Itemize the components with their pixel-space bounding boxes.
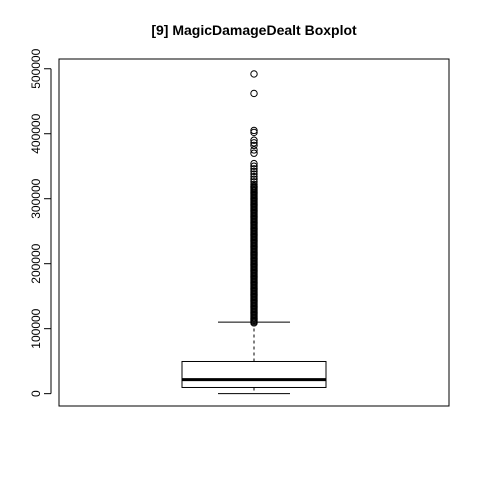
outlier-points <box>250 70 258 327</box>
outlier-point <box>250 70 258 78</box>
outlier-point <box>250 178 258 186</box>
outlier-point <box>250 165 258 173</box>
y-tick-label: 400000 <box>29 113 43 153</box>
y-tick-label: 200000 <box>29 243 43 283</box>
y-tick-label: 500000 <box>29 48 43 88</box>
outlier-point <box>250 149 258 157</box>
outlier-point <box>250 159 258 168</box>
interquartile-box <box>181 360 327 388</box>
outlier-point <box>250 136 258 144</box>
outlier-point <box>250 175 258 183</box>
outlier-point <box>250 170 258 178</box>
outlier-point <box>250 141 258 150</box>
box-group <box>181 321 327 395</box>
y-tick-label: 100000 <box>29 308 43 348</box>
outlier-point <box>250 167 258 176</box>
outlier-point <box>250 162 258 170</box>
outlier-point <box>250 180 258 189</box>
chart-title: [9] MagicDamageDealt Boxplot <box>151 22 357 38</box>
outlier-point <box>250 126 258 135</box>
y-axis: 0 100000 200000 300000 400000 500000 <box>29 48 52 397</box>
y-tick-label: 300000 <box>29 178 43 218</box>
outlier-point <box>250 89 258 98</box>
outlier-point <box>250 128 258 137</box>
y-tick-label: 0 <box>29 390 43 397</box>
outlier-point <box>250 139 258 147</box>
plot-frame <box>58 58 450 407</box>
outlier-point <box>250 172 258 181</box>
outlier-point <box>250 146 258 154</box>
